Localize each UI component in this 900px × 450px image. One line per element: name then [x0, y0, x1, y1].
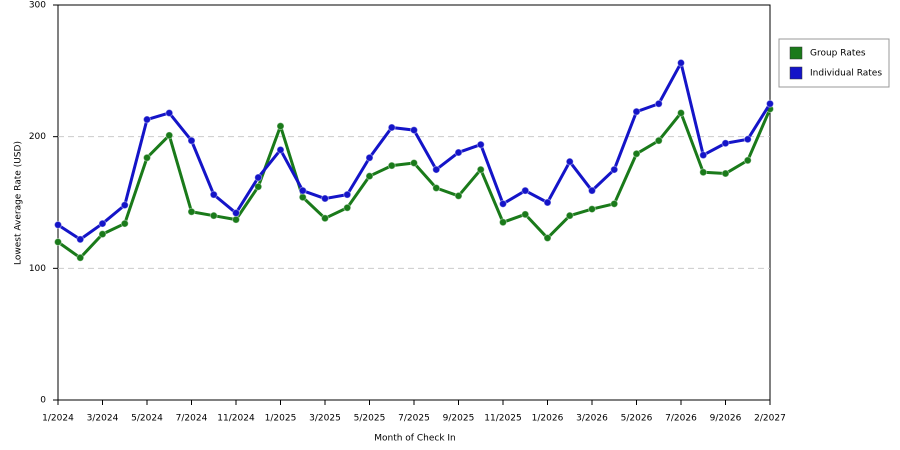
data-point: [209, 190, 218, 199]
data-point: [254, 173, 263, 182]
data-point: [521, 186, 530, 195]
data-point: [432, 184, 441, 193]
x-tick-label: 7/2025: [398, 414, 430, 424]
legend-label: Individual Rates: [810, 69, 882, 79]
legend-label: Group Rates: [810, 49, 866, 59]
data-point: [588, 205, 596, 214]
y-tick-label: 100: [29, 264, 46, 274]
data-point: [54, 238, 62, 246]
data-point: [699, 151, 708, 160]
data-point: [298, 193, 307, 202]
x-tick-label: 2/2027: [754, 414, 786, 424]
data-point: [476, 165, 485, 174]
data-point: [410, 126, 418, 135]
x-tick-label: 5/2024: [131, 414, 163, 424]
data-point: [454, 191, 463, 200]
x-tick-label: 9/2026: [710, 414, 742, 424]
data-point: [677, 58, 685, 67]
x-tick-label: 5/2026: [621, 414, 653, 424]
data-point: [120, 201, 129, 210]
x-tick-label: 5/2025: [354, 414, 386, 424]
data-point: [632, 149, 641, 158]
x-tick-label: 1/2024: [42, 414, 74, 424]
y-tick-label: 200: [29, 132, 46, 142]
plot-frame: [57, 4, 771, 401]
data-point: [654, 99, 663, 108]
data-point: [276, 145, 285, 154]
legend-swatch: [789, 66, 803, 80]
data-point: [543, 198, 552, 207]
data-point: [321, 214, 329, 223]
data-point: [232, 209, 240, 218]
data-point: [143, 115, 151, 124]
data-point: [298, 186, 307, 195]
data-point: [276, 122, 285, 131]
data-point: [632, 107, 641, 116]
legend-swatch: [789, 46, 803, 60]
y-tick-label: 300: [29, 1, 46, 11]
data-point: [365, 172, 374, 181]
data-point: [187, 136, 196, 145]
data-point: [232, 215, 240, 224]
data-point: [743, 156, 752, 165]
data-point: [654, 136, 663, 145]
data-point: [476, 140, 485, 149]
x-tick-label: 7/2024: [176, 414, 208, 424]
data-point: [565, 211, 574, 220]
data-point: [387, 161, 396, 170]
data-point: [743, 135, 752, 144]
data-point: [76, 253, 85, 262]
data-point: [499, 199, 507, 208]
x-tick-label: 11/2024: [217, 414, 255, 424]
data-point: [721, 169, 730, 178]
data-point: [721, 139, 730, 148]
data-point: [610, 165, 619, 174]
legend-box: [778, 38, 890, 88]
data-point: [343, 203, 352, 212]
data-point: [343, 190, 352, 199]
data-point: [454, 148, 463, 157]
data-point: [54, 220, 62, 229]
data-point: [120, 219, 129, 228]
data-point: [187, 207, 196, 216]
data-point: [365, 153, 374, 162]
data-point: [410, 159, 418, 167]
x-tick-label: 9/2025: [443, 414, 475, 424]
data-point: [565, 157, 574, 166]
data-point: [98, 219, 107, 228]
data-point: [499, 218, 507, 227]
x-tick-label: 3/2024: [87, 414, 119, 424]
y-tick-label: 0: [40, 396, 46, 406]
x-axis-label: Month of Check In: [374, 434, 456, 444]
x-tick-label: 1/2025: [265, 414, 297, 424]
data-point: [387, 123, 396, 132]
data-point: [677, 108, 685, 117]
x-tick-label: 3/2025: [309, 414, 341, 424]
data-point: [165, 131, 174, 140]
data-point: [521, 210, 530, 219]
data-point: [543, 234, 552, 243]
data-point: [321, 194, 329, 203]
data-point: [588, 186, 596, 195]
y-axis-label: Lowest Average Rate (USD): [14, 141, 24, 265]
data-point: [699, 168, 708, 177]
data-point: [209, 211, 218, 220]
x-tick-label: 11/2025: [484, 414, 521, 424]
data-point: [254, 182, 263, 191]
data-point: [766, 99, 774, 108]
data-point: [98, 230, 107, 239]
data-point: [610, 199, 619, 208]
series-line: [57, 61, 772, 241]
data-point: [143, 153, 151, 162]
data-point: [165, 108, 174, 117]
x-tick-label: 1/2026: [532, 414, 564, 424]
x-tick-label: 3/2026: [576, 414, 608, 424]
data-point: [432, 165, 441, 174]
data-point: [76, 235, 85, 244]
x-tick-label: 7/2026: [665, 414, 697, 424]
